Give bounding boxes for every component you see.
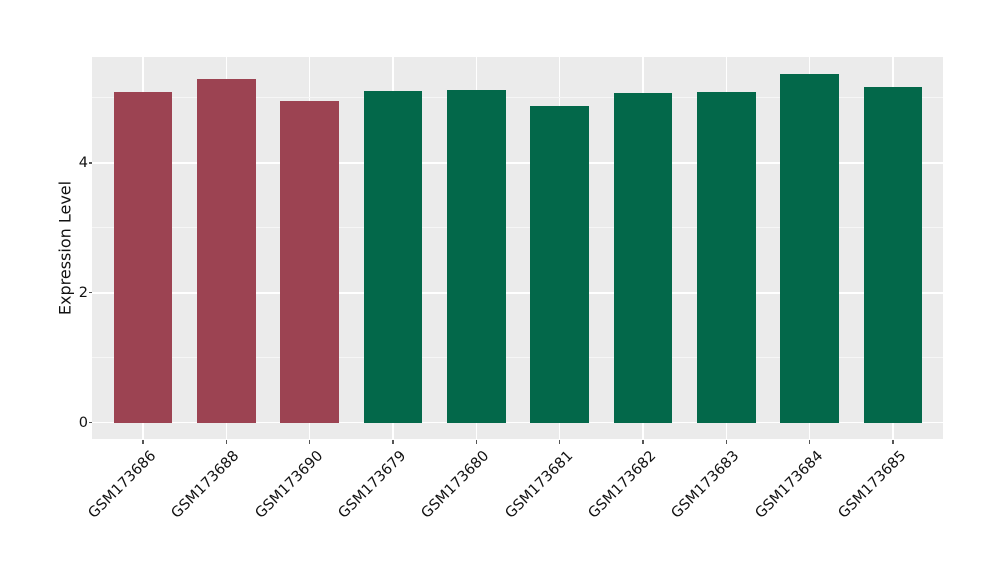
x-tick-mark (142, 439, 144, 444)
bar (863, 86, 923, 423)
x-tick-mark (225, 439, 227, 444)
x-tick-mark (725, 439, 727, 444)
y-major-gridline (92, 162, 943, 164)
bar (447, 90, 506, 423)
y-tick-mark (88, 162, 92, 164)
x-tick-label: GSM173685 (835, 448, 910, 522)
x-tick-label: GSM173680 (418, 448, 493, 522)
x-tick-label: GSM173682 (585, 448, 660, 522)
y-tick-label: 4 (78, 154, 88, 171)
bar (280, 101, 339, 423)
y-minor-gridline (92, 357, 943, 359)
y-major-gridline (92, 422, 943, 424)
bar (530, 105, 589, 423)
x-tick-label: GSM173684 (752, 448, 826, 522)
x-tick-mark (892, 439, 894, 444)
x-tick-mark (392, 439, 394, 444)
x-tick-mark (309, 439, 311, 444)
x-tick-label: GSM173686 (85, 448, 160, 522)
y-tick-label: 0 (78, 414, 88, 431)
x-tick-label: GSM173679 (335, 448, 410, 522)
x-tick-label: GSM173690 (252, 448, 326, 522)
bar (113, 92, 173, 423)
x-tick-label: GSM173683 (668, 448, 743, 522)
bar (697, 92, 756, 423)
y-tick-label: 2 (78, 284, 88, 301)
bar (197, 79, 256, 423)
bar (613, 92, 673, 423)
bar (363, 91, 423, 423)
x-tick-mark (809, 439, 811, 444)
y-tick-mark (88, 292, 92, 294)
y-tick-mark (88, 422, 92, 424)
y-minor-gridline (92, 97, 943, 99)
bar (780, 73, 839, 423)
x-tick-mark (475, 439, 477, 444)
x-tick-mark (559, 439, 561, 444)
y-major-gridline (92, 292, 943, 294)
plot-panel (92, 57, 943, 439)
y-minor-gridline (92, 227, 943, 229)
x-tick-mark (642, 439, 644, 444)
x-tick-label: GSM173681 (502, 448, 576, 522)
x-tick-label: GSM173688 (168, 448, 243, 522)
